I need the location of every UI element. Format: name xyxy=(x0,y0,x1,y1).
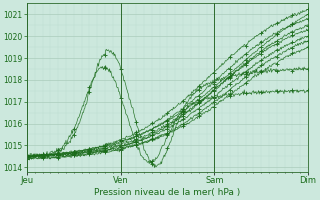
X-axis label: Pression niveau de la mer( hPa ): Pression niveau de la mer( hPa ) xyxy=(94,188,241,197)
